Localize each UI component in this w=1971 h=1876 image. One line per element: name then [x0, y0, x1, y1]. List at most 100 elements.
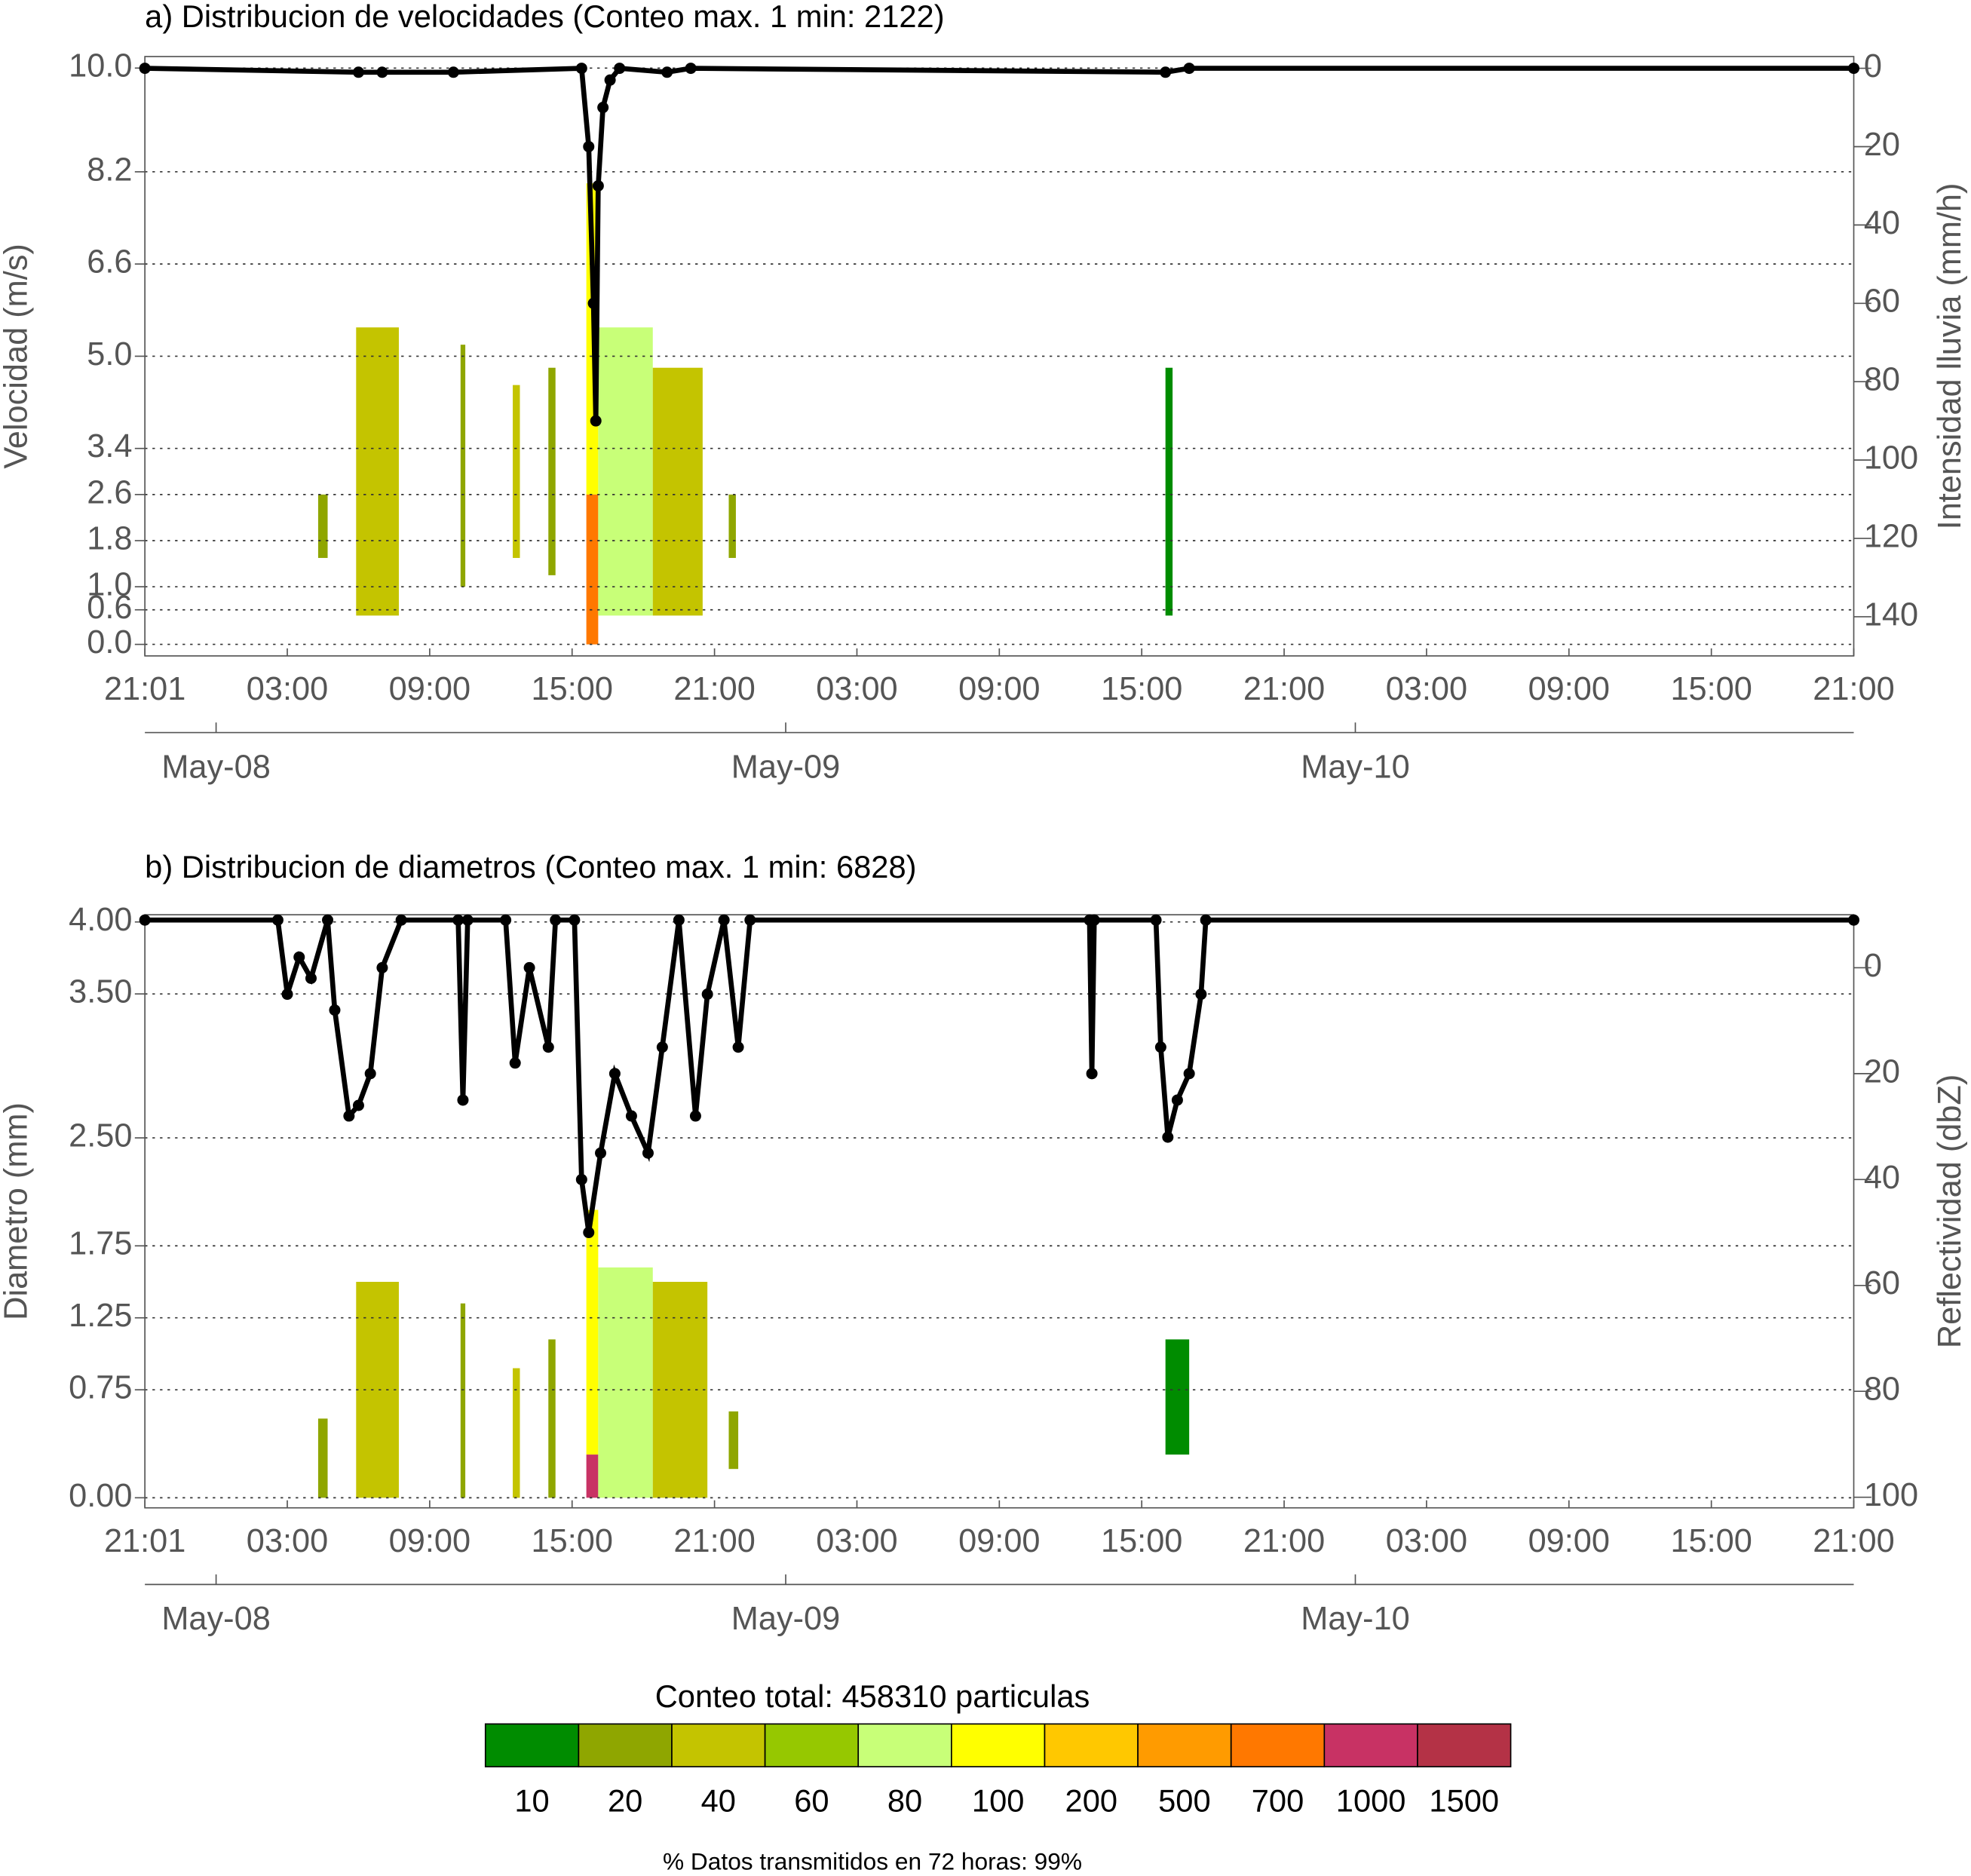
y-tick-label: 8.2: [87, 152, 132, 188]
x-tick-label: 03:00: [247, 671, 328, 707]
intensity-point: [656, 1041, 668, 1053]
x-tick-label: 03:00: [247, 1523, 328, 1559]
intensity-point: [1171, 1094, 1183, 1106]
x-tick-label: 09:00: [1528, 1523, 1610, 1559]
y2-tick-label: 60: [1864, 284, 1900, 320]
x-tick-label: 09:00: [1528, 671, 1610, 707]
intensity-point: [395, 914, 407, 926]
y-tick-label: 0.75: [69, 1370, 132, 1406]
intensity-point: [642, 1147, 654, 1159]
y-tick-label: 3.4: [87, 428, 132, 464]
x-tick-label: 15:00: [1101, 1523, 1182, 1559]
heat-cell: [1165, 367, 1173, 616]
y-tick-label: 5.0: [87, 336, 132, 372]
y-tick-label: 6.6: [87, 244, 132, 280]
intensity-point: [1195, 989, 1207, 1001]
intensity-point: [732, 1041, 744, 1053]
y2-tick-label: 40: [1864, 1160, 1900, 1196]
plot-frame: [144, 914, 1855, 1509]
y-tick-label: 2.6: [87, 474, 132, 510]
x-tick-label: 03:00: [1386, 671, 1467, 707]
heat-cell: [513, 1368, 520, 1498]
intensity-point: [604, 74, 616, 86]
intensity-point: [587, 297, 599, 309]
intensity-point: [1183, 1068, 1195, 1080]
y2-tick-label: 80: [1864, 362, 1900, 398]
intensity-point: [542, 1041, 554, 1053]
x-tick-label: 09:00: [958, 671, 1040, 707]
intensity-point: [447, 66, 459, 78]
intensity-point: [457, 1094, 469, 1106]
heat-cell: [598, 1267, 653, 1498]
intensity-point: [661, 66, 673, 78]
intensity-point: [575, 1173, 587, 1185]
y2-tick-label: 120: [1864, 518, 1918, 554]
intensity-point: [343, 1110, 355, 1122]
date-label: May-10: [1301, 1601, 1409, 1637]
y2-tick-label: 20: [1864, 1053, 1900, 1090]
heat-cell: [586, 494, 599, 645]
colorbar-label: 10: [514, 1783, 549, 1818]
intensity-point: [509, 1057, 521, 1069]
colorbar-label: 40: [701, 1783, 736, 1818]
x-tick-label: 03:00: [816, 671, 897, 707]
chart-title: b) Distribucion de diametros (Conteo max…: [145, 849, 916, 884]
intensity-point: [608, 1068, 621, 1080]
intensity-point: [583, 1227, 595, 1239]
intensity-point: [569, 914, 581, 926]
y-tick-label: 3.50: [69, 974, 132, 1010]
heat-cell: [460, 1303, 466, 1498]
colorbar-cell: [578, 1723, 673, 1767]
intensity-point: [139, 914, 151, 926]
heat-cell: [1165, 1339, 1190, 1455]
y2-tick-label: 40: [1864, 205, 1900, 241]
date-label: May-09: [731, 1601, 840, 1637]
intensity-point: [352, 1099, 364, 1111]
intensity-point: [523, 961, 535, 973]
heat-cell: [356, 1281, 399, 1498]
intensity-point: [597, 102, 609, 114]
intensity-point: [689, 1110, 701, 1122]
intensity-point: [592, 179, 604, 192]
y2-axis-label: Intensidad lluvia (mm/h): [1932, 183, 1968, 530]
colorbar-cell: [1137, 1723, 1232, 1767]
intensity-point: [352, 66, 364, 78]
intensity-point: [685, 63, 697, 75]
y-tick-label: 0.6: [87, 590, 132, 626]
intensity-point: [1162, 1131, 1174, 1143]
y2-axis-label: Reflectividad (dbZ): [1932, 1074, 1968, 1348]
y2-tick-label: 20: [1864, 127, 1900, 163]
date-label: May-10: [1301, 749, 1409, 785]
heat-cell: [728, 494, 736, 558]
colorbar-cell: [951, 1723, 1046, 1767]
heat-cell: [548, 1339, 556, 1498]
plot-frame: [144, 56, 1855, 657]
y2-tick-label: 100: [1864, 440, 1918, 477]
x-tick-label: 15:00: [1670, 1523, 1752, 1559]
date-label: May-08: [161, 1601, 270, 1637]
intensity-line: [145, 66, 1854, 421]
x-tick-label: 21:00: [1243, 1523, 1325, 1559]
y-tick-label: 10.0: [69, 48, 132, 84]
heat-cell: [586, 1209, 599, 1455]
y-tick-label: 0.0: [87, 624, 132, 661]
y-tick-label: 4.00: [69, 902, 132, 938]
intensity-point: [590, 415, 602, 427]
intensity-point: [583, 140, 595, 152]
date-label: May-09: [731, 749, 840, 785]
colorbar-label: 1500: [1429, 1783, 1499, 1818]
colorbar-label: 1000: [1336, 1783, 1406, 1818]
x-tick-label: 09:00: [958, 1523, 1040, 1559]
intensity-point: [673, 914, 685, 926]
x-tick-label: 09:00: [389, 671, 471, 707]
y-tick-label: 1.75: [69, 1226, 132, 1262]
x-tick-label: 21:01: [104, 671, 185, 707]
x-tick-label: 21:01: [104, 1523, 185, 1559]
intensity-point: [701, 989, 713, 1001]
intensity-point: [322, 914, 334, 926]
intensity-point: [1183, 63, 1195, 75]
colorbar-title: Conteo total: 458310 particulas: [655, 1678, 1090, 1714]
x-tick-label: 21:00: [1243, 671, 1325, 707]
intensity-point: [500, 914, 512, 926]
